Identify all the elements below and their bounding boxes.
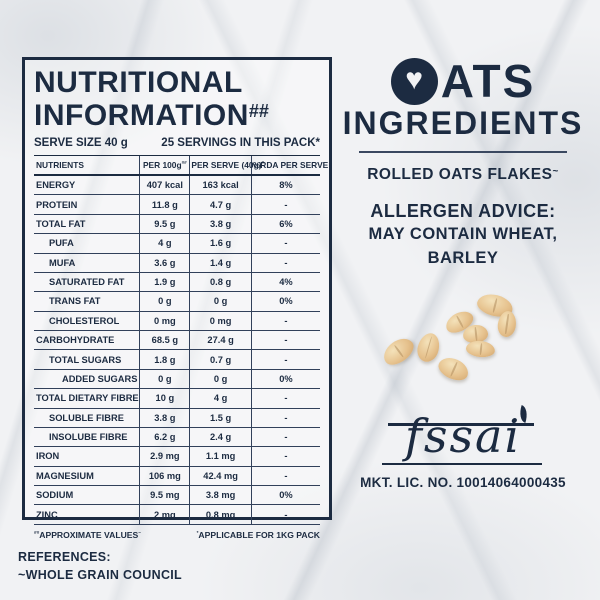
table-row: PUFA 4 g 1.6 g - <box>34 233 320 254</box>
oat-flakes-image <box>360 283 566 408</box>
ingredient-rolled-oats: ROLLED OATS FLAKES~ <box>367 166 559 183</box>
allergen-line1: MAY CONTAIN WHEAT, <box>368 225 558 243</box>
oats-title: ♥ ATS <box>340 55 586 107</box>
allergen-heading: ALLERGEN ADVICE: <box>370 201 556 221</box>
table-row: MUFA 3.6 g 1.4 g - <box>34 253 320 273</box>
column-header-per-serve: PER SERVE (40g)# <box>189 155 264 176</box>
panel-title: NUTRITIONAL INFORMATION## <box>34 66 320 132</box>
table-header-row: NUTRIENTS PER 100g## PER SERVE (40g)# %R… <box>34 155 328 176</box>
references-item: ~WHOLE GRAIN COUNCIL <box>18 568 182 582</box>
table-row: TRANS FAT 0 g 0 g 0% <box>34 291 320 312</box>
table-row: SATURATED FAT 1.9 g 0.8 g 4% <box>34 272 320 293</box>
heart-in-circle-icon: ♥ <box>390 57 438 105</box>
oat-flake <box>414 330 443 365</box>
servings-label: 25 SERVINGS IN THIS PACK* <box>161 137 320 149</box>
table-row: ADDED SUGARS 0 g 0 g 0% <box>34 369 320 390</box>
serve-size-label: SERVE SIZE 40 g <box>34 137 128 149</box>
nutrition-panel: NUTRITIONAL INFORMATION## SERVE SIZE 40 … <box>22 57 332 540</box>
table-row: SOLUBLE FIBRE 3.8 g 1.5 g - <box>34 408 320 428</box>
table-row: CHOLESTEROL 0 mg 0 mg - <box>34 311 320 332</box>
references-heading: REFERENCES: <box>18 550 111 564</box>
table-footnotes: ##APPROXIMATE VALUES~ *APPLICABLE FOR 1K… <box>34 525 320 540</box>
footnote-approximate-values: ##APPROXIMATE VALUES~ <box>34 529 142 540</box>
table-row: CARBOHYDRATE 68.5 g 27.4 g - <box>34 330 320 351</box>
table-row: TOTAL DIETARY FIBRE 10 g 4 g - <box>34 388 320 409</box>
nutrition-table: NUTRIENTS PER 100g## PER SERVE (40g)# %R… <box>34 155 328 525</box>
divider <box>359 151 567 153</box>
serve-line: SERVE SIZE 40 g 25 SERVINGS IN THIS PACK… <box>34 137 320 149</box>
column-header-nutrients: NUTRIENTS <box>34 155 140 176</box>
table-row: ENERGY 407 kcal 163 kcal 8% <box>34 175 320 196</box>
references: REFERENCES: ~WHOLE GRAIN COUNCIL <box>18 548 182 584</box>
panel-title-line2: INFORMATION <box>34 99 249 132</box>
table-row: TOTAL FAT 9.5 g 3.8 g 6% <box>34 214 320 235</box>
table-row: MAGNESIUM 106 mg 42.4 mg - <box>34 466 320 487</box>
table-row: TOTAL SUGARS 1.8 g 0.7 g - <box>34 349 320 370</box>
table-row: IRON 2.9 mg 1.1 mg - <box>34 446 320 467</box>
fssai-top-rule <box>388 423 534 426</box>
allergen-line2: BARLEY <box>427 249 499 267</box>
oat-flake <box>378 333 419 370</box>
oat-flake <box>465 339 496 359</box>
allergen-advice: ALLERGEN ADVICE: MAY CONTAIN WHEAT, BARL… <box>340 201 586 270</box>
heart-icon: ♥ <box>405 63 424 96</box>
table-row: SODIUM 9.5 mg 3.8 mg 0% <box>34 485 320 506</box>
fssai-bottom-rule <box>382 462 542 465</box>
column-header-rda: %RDA PER SERVE <box>250 155 328 176</box>
fssai-license-number: MKT. LIC. NO. 10014064000435 <box>360 475 566 490</box>
fssai-logo-text: fssai <box>404 409 522 463</box>
column-header-per100: PER 100g## <box>139 155 190 176</box>
oats-title-text: ATS <box>440 55 536 107</box>
ingredients-title: INGREDIENTS <box>342 105 584 141</box>
table-row: ZINC 2 mg 0.8 mg - <box>34 504 320 525</box>
panel-title-footnote-mark: ## <box>248 101 269 121</box>
oats-ingredients-panel: ♥ ATS INGREDIENTS ROLLED OATS FLAKES~ AL… <box>340 55 586 500</box>
table-row: PROTEIN 11.8 g 4.7 g - <box>34 194 320 215</box>
table-row: INSOLUBE FIBRE 6.2 g 2.4 g - <box>34 427 320 448</box>
footnote-applicable-pack: *APPLICABLE FOR 1KG PACK <box>196 529 320 540</box>
panel-title-line1: NUTRITIONAL <box>34 66 243 99</box>
oat-flake <box>435 353 472 385</box>
fssai-logo: fssai <box>340 405 586 469</box>
